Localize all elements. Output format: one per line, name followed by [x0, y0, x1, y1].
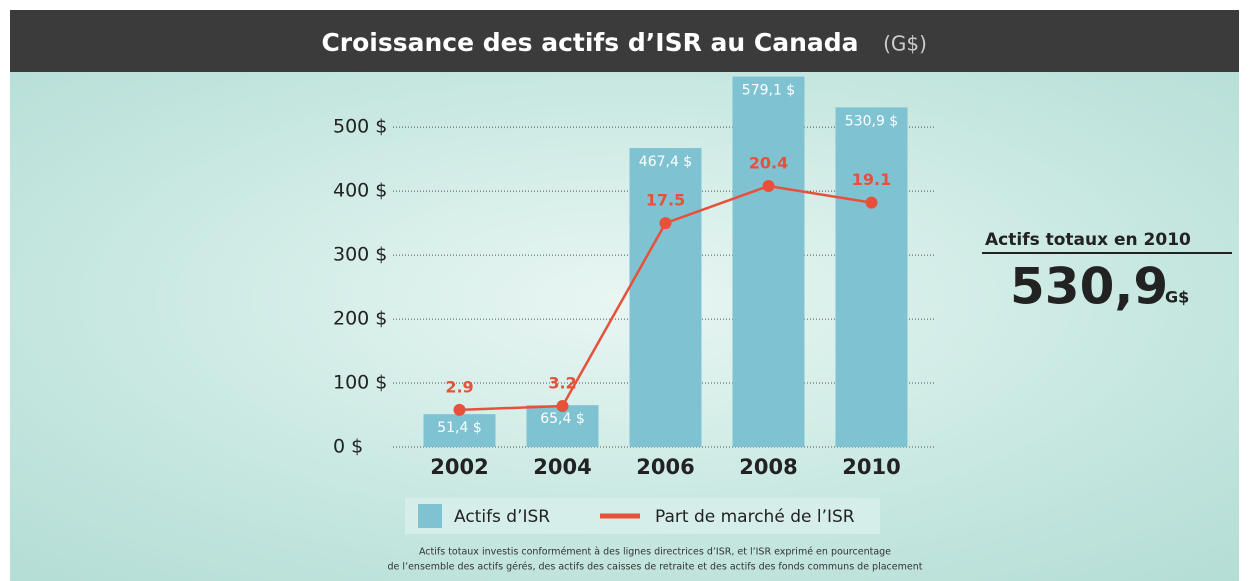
callout-value: 530,9	[1010, 258, 1168, 316]
bar-value-label: 579,1 $	[742, 83, 795, 99]
line-point	[556, 400, 569, 413]
legend-label: Actifs d’ISR	[454, 507, 550, 527]
line-point	[762, 180, 775, 193]
x-tick-label: 2008	[739, 455, 797, 479]
line-point	[453, 403, 466, 416]
line-value-label: 19.1	[852, 170, 891, 189]
bar	[732, 76, 805, 448]
bar-value-label: 51,4 $	[437, 420, 482, 436]
footnote: Actifs totaux investis conformément à de…	[419, 547, 891, 558]
x-tick-label: 2006	[636, 455, 694, 479]
line-value-label: 17.5	[646, 191, 685, 210]
callout-label: Actifs totaux en 2010	[985, 230, 1191, 250]
y-tick-label: 300 $	[333, 244, 387, 266]
chart-subtitle: (G$)	[883, 32, 927, 56]
title-band	[10, 10, 1239, 72]
x-tick-label: 2002	[430, 455, 488, 479]
legend-label: Part de marché de l’ISR	[655, 507, 855, 527]
bar	[629, 148, 702, 447]
callout-unit: G$	[1165, 288, 1189, 307]
bar	[423, 414, 496, 447]
line-value-label: 3.2	[548, 374, 576, 393]
y-tick-label: 100 $	[333, 372, 387, 394]
background	[10, 70, 1239, 581]
footnote: de l’ensemble des actifs gérés, des acti…	[388, 562, 923, 573]
line-value-label: 20.4	[749, 154, 788, 173]
line-point	[865, 196, 878, 209]
y-tick-label: 200 $	[333, 308, 387, 330]
legend-box	[405, 498, 880, 534]
x-tick-label: 2004	[533, 455, 591, 479]
line-point	[659, 217, 672, 230]
chart-title: Croissance des actifs d’ISR au Canada	[321, 28, 858, 57]
bar-value-label: 530,9 $	[845, 113, 898, 129]
y-tick-label: 0 $	[333, 436, 363, 458]
bar-value-label: 65,4 $	[540, 411, 585, 427]
bar	[526, 405, 599, 447]
y-tick-label: 400 $	[333, 180, 387, 202]
bar	[835, 107, 908, 447]
bar-value-label: 467,4 $	[639, 154, 692, 170]
x-tick-label: 2010	[842, 455, 900, 479]
y-tick-label: 500 $	[333, 116, 387, 138]
line-value-label: 2.9	[445, 377, 473, 396]
legend-swatch	[418, 504, 442, 528]
